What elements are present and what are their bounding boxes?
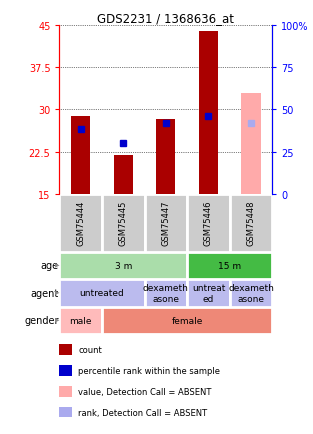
Text: age: age [40,261,59,271]
Bar [230,279,272,307]
Bar [187,194,230,252]
Text: female: female [172,316,203,325]
Text: 3 m: 3 m [115,261,132,270]
Bar [102,194,145,252]
Text: dexameth
asone: dexameth asone [228,283,274,303]
Bar [59,279,145,307]
Text: value, Detection Call = ABSENT: value, Detection Call = ABSENT [78,387,212,396]
Bar [59,252,187,279]
Text: GSM75446: GSM75446 [204,201,213,246]
Text: dexameth
asone: dexameth asone [143,283,189,303]
Title: GDS2231 / 1368636_at: GDS2231 / 1368636_at [97,12,234,25]
Text: 15 m: 15 m [218,261,241,270]
Bar [241,93,261,194]
Bar [145,194,187,252]
Bar [230,194,272,252]
Text: GSM75447: GSM75447 [162,201,170,246]
Text: gender: gender [24,316,59,326]
Text: male: male [69,316,92,325]
Text: agent: agent [30,288,59,298]
Text: untreated: untreated [80,289,124,298]
Text: GSM75448: GSM75448 [247,201,255,246]
Text: GSM75444: GSM75444 [76,201,85,246]
Text: untreat
ed: untreat ed [192,283,225,303]
Bar [114,156,133,194]
Bar [71,117,90,194]
Bar [102,307,272,334]
Bar [145,279,187,307]
Text: GSM75445: GSM75445 [119,201,128,246]
Bar [156,120,176,194]
Bar [187,279,230,307]
Bar [59,307,102,334]
Text: rank, Detection Call = ABSENT: rank, Detection Call = ABSENT [78,408,208,417]
Text: percentile rank within the sample: percentile rank within the sample [78,366,220,375]
Bar [187,252,272,279]
Text: count: count [78,345,102,354]
Bar [59,194,102,252]
Bar [199,32,218,194]
